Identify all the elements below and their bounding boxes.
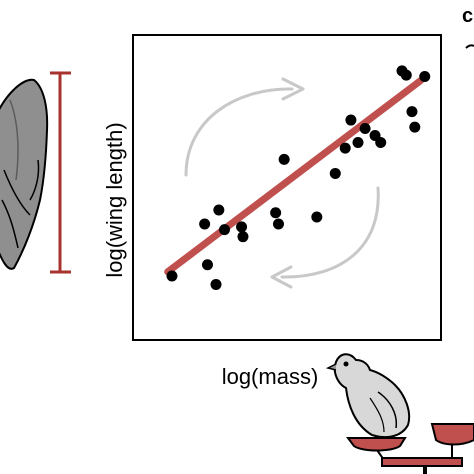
data-point — [419, 71, 431, 83]
lower-arrow-head — [270, 265, 293, 289]
data-point — [375, 137, 387, 149]
data-point — [352, 137, 364, 149]
data-point — [278, 153, 290, 165]
data-point — [339, 142, 351, 154]
data-point — [210, 278, 222, 290]
data-point — [213, 204, 225, 216]
panel-corner-text: c — [462, 5, 473, 27]
data-point — [199, 218, 211, 230]
data-point — [406, 106, 418, 118]
scatter-points — [166, 65, 431, 290]
y-axis-label: log(wing length) — [102, 122, 127, 277]
data-point — [166, 270, 178, 282]
upper-arrow-head — [281, 77, 305, 101]
cycle-arrows — [184, 77, 380, 289]
x-axis-label: log(mass) — [222, 364, 319, 389]
lower-arrow-path — [280, 186, 380, 279]
data-point — [270, 207, 282, 219]
data-point — [272, 218, 284, 230]
data-point — [359, 122, 371, 134]
data-point — [409, 121, 421, 133]
data-point — [219, 224, 231, 236]
data-point — [311, 211, 323, 223]
regression-line — [164, 77, 424, 276]
corner-squiggle — [465, 44, 474, 49]
bird-wing-icon — [0, 78, 49, 270]
upper-arrow-path — [184, 87, 294, 177]
data-point — [400, 69, 412, 81]
wing-length-scale-bar — [50, 71, 71, 274]
data-point — [236, 221, 248, 233]
data-point — [201, 259, 213, 271]
plot-frame — [132, 34, 442, 341]
data-point — [329, 167, 341, 179]
data-point — [237, 231, 249, 243]
bird-icon — [325, 353, 411, 449]
data-point — [345, 114, 357, 126]
